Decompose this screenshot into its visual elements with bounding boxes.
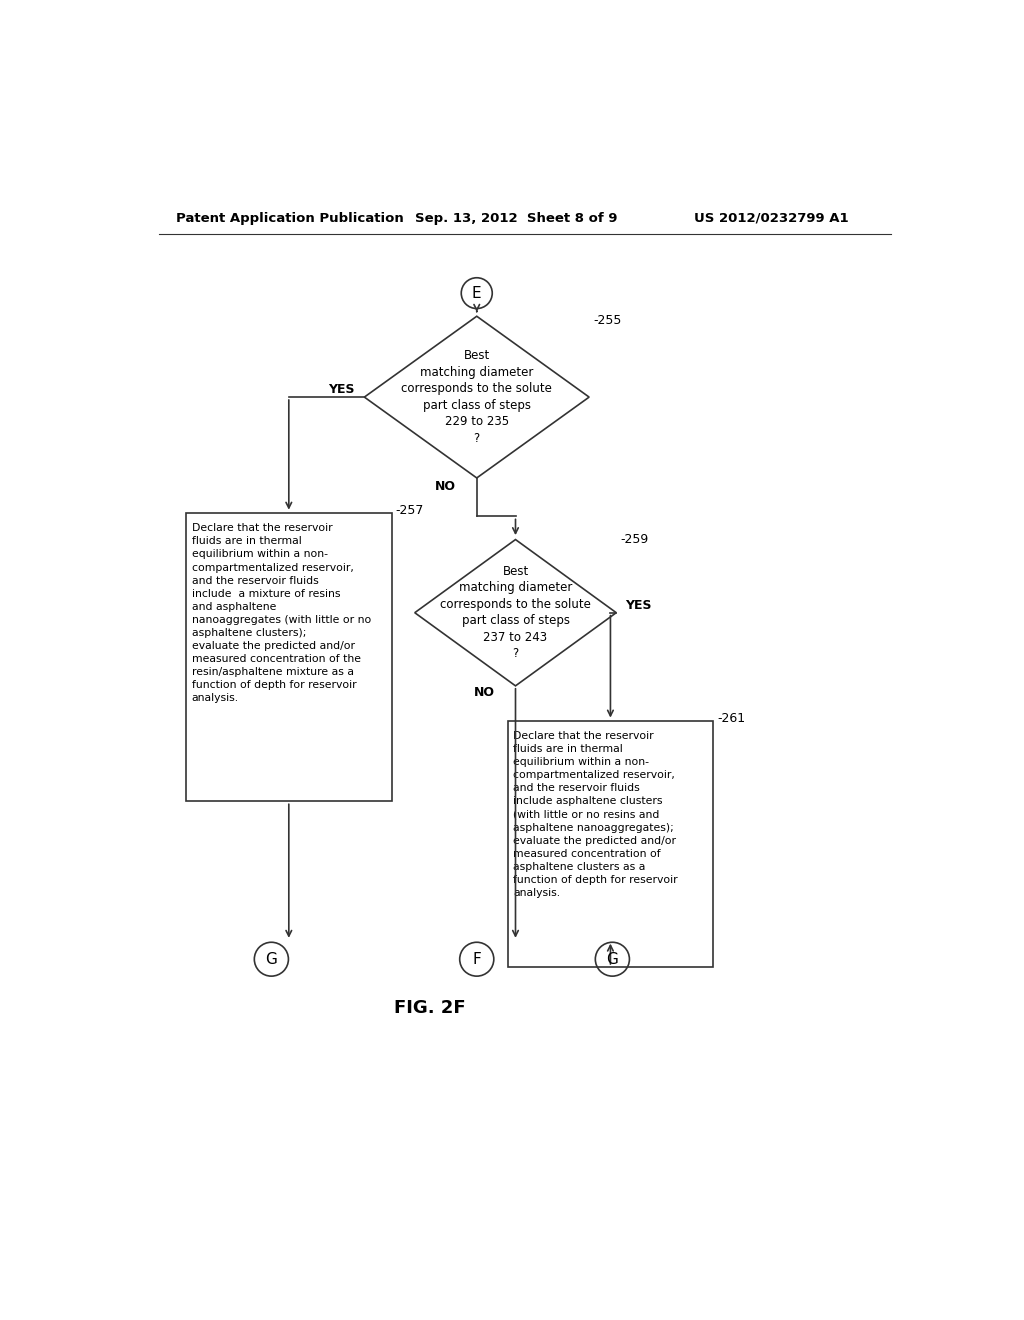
Text: E: E [472,285,481,301]
Text: -255: -255 [593,314,622,327]
Text: FIG. 2F: FIG. 2F [394,999,466,1018]
Text: G: G [265,952,278,966]
Text: YES: YES [328,383,354,396]
Text: Best
matching diameter
corresponds to the solute
part class of steps
229 to 235
: Best matching diameter corresponds to th… [401,350,552,445]
Text: -261: -261 [717,711,745,725]
Text: G: G [606,952,618,966]
Text: NO: NO [435,479,457,492]
Bar [508,721,713,966]
Text: F: F [472,952,481,966]
Text: -257: -257 [395,504,424,517]
Text: Patent Application Publication: Patent Application Publication [176,213,403,224]
Text: Best
matching diameter
corresponds to the solute
part class of steps
237 to 243
: Best matching diameter corresponds to th… [440,565,591,660]
Text: Declare that the reservoir
fluids are in thermal
equilibrium within a non-
compa: Declare that the reservoir fluids are in… [191,524,371,704]
Text: -259: -259 [621,533,648,546]
Text: Declare that the reservoir
fluids are in thermal
equilibrium within a non-
compa: Declare that the reservoir fluids are in… [513,731,678,898]
Bar [186,512,391,801]
Text: YES: YES [626,599,652,612]
Text: Sep. 13, 2012  Sheet 8 of 9: Sep. 13, 2012 Sheet 8 of 9 [415,213,617,224]
Text: NO: NO [474,686,495,698]
Text: US 2012/0232799 A1: US 2012/0232799 A1 [693,213,848,224]
